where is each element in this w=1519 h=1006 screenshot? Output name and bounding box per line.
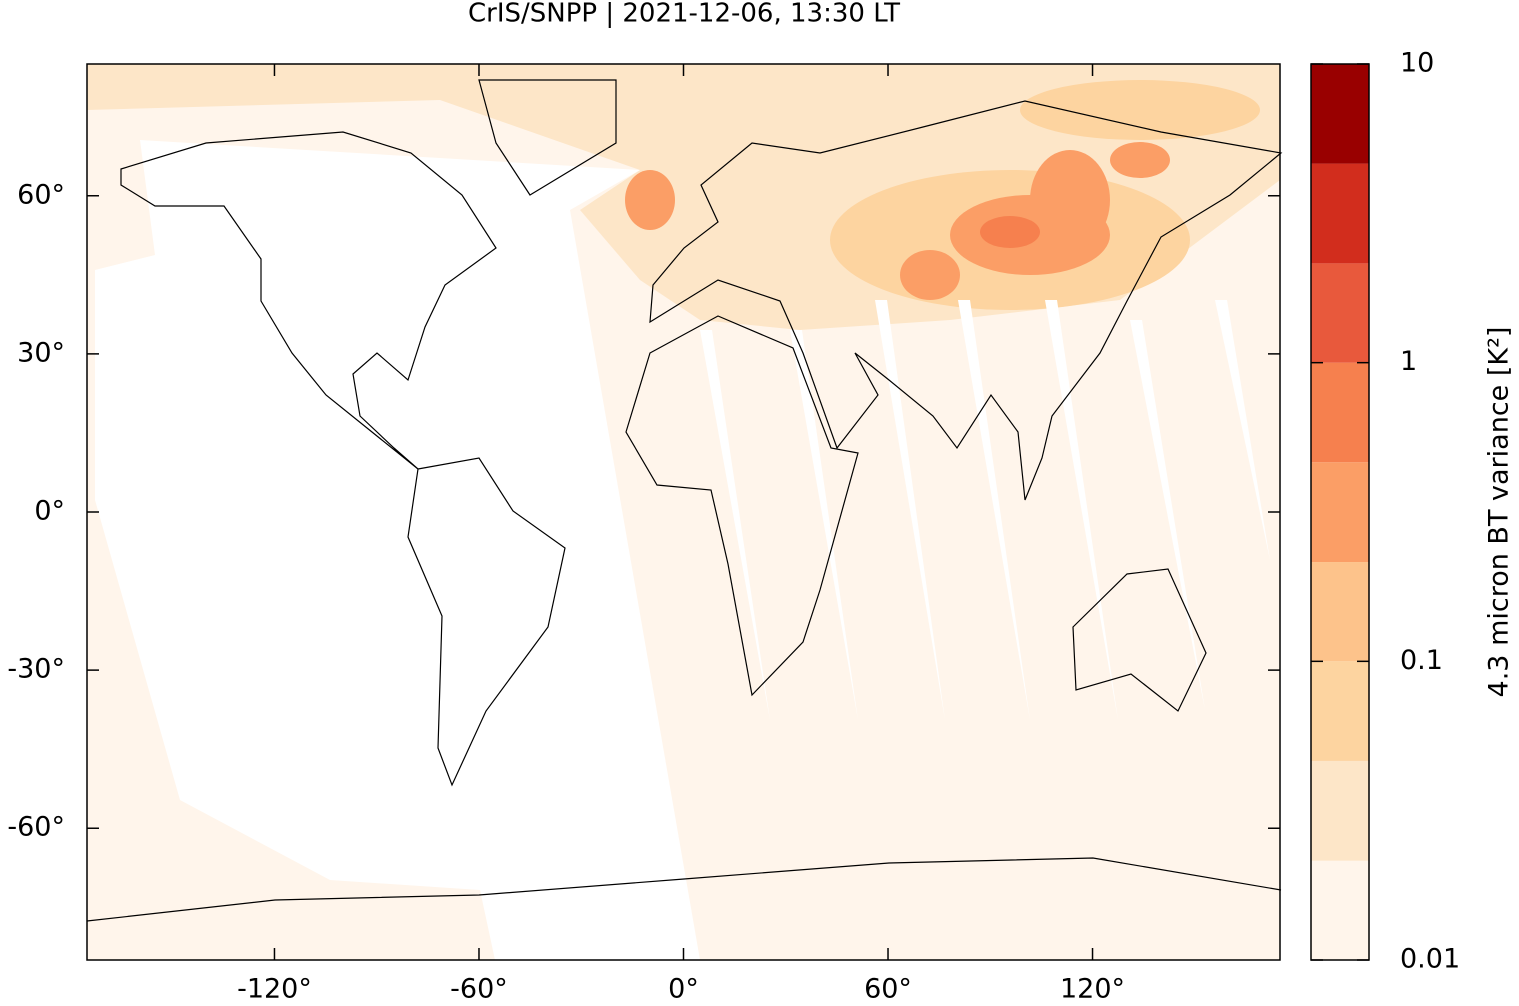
field-region xyxy=(900,250,960,300)
coastlines xyxy=(86,79,1283,922)
colorbar-bin xyxy=(1311,860,1369,960)
colorbar-bin xyxy=(1311,163,1369,264)
swath-gap xyxy=(790,330,858,720)
field-region xyxy=(1110,142,1170,178)
coastline xyxy=(120,131,497,470)
colorbar-label: 4.3 micron BT variance [K²] xyxy=(1484,327,1515,698)
colorbar-tick-label: 0.01 xyxy=(1400,944,1460,975)
y-tick-label: 0° xyxy=(34,496,65,527)
x-tick-label: -60° xyxy=(450,974,508,1003)
colorbar-bin xyxy=(1311,462,1369,563)
swath-gap xyxy=(875,300,945,720)
map-field xyxy=(87,64,1280,960)
coastline xyxy=(86,857,1282,922)
chart-title: CrIS/SNPP | 2021-12-06, 13:30 LT xyxy=(468,0,900,29)
swath-gap xyxy=(958,300,1030,720)
field-region xyxy=(980,216,1040,248)
colorbar-tick-label: 0.1 xyxy=(1400,645,1443,676)
y-tick-label: -30° xyxy=(7,654,65,685)
coastline xyxy=(407,457,566,787)
swath-gap xyxy=(1215,300,1270,560)
swath-gap xyxy=(1045,300,1118,720)
colorbar-bin xyxy=(1311,760,1369,861)
coastline xyxy=(649,100,1283,501)
colorbar-bin xyxy=(1311,562,1369,662)
coastline xyxy=(625,315,859,697)
x-tick-label: 120° xyxy=(1060,974,1125,1003)
x-tick-label: 0° xyxy=(668,974,699,1003)
field-region xyxy=(625,170,675,230)
y-tick-label: 60° xyxy=(17,179,65,210)
x-tick-label: -120° xyxy=(237,974,312,1003)
field-region xyxy=(1030,150,1110,250)
field-region xyxy=(1020,80,1260,140)
x-tick-label: 60° xyxy=(864,974,912,1003)
swath-gap xyxy=(700,330,770,720)
y-tick-label: -60° xyxy=(7,812,65,843)
y-tick-label: 30° xyxy=(17,337,65,368)
swath-gap xyxy=(1130,320,1205,710)
swath-gap xyxy=(95,140,700,960)
coastline xyxy=(478,79,617,196)
colorbar-bin xyxy=(1311,263,1369,363)
colorbar-bin xyxy=(1311,64,1369,164)
colorbar-bin xyxy=(1311,362,1369,463)
colorbar-tick-label: 10 xyxy=(1400,48,1434,79)
colorbar-bin xyxy=(1311,661,1369,761)
coastline xyxy=(1072,568,1207,712)
colorbar-frame xyxy=(1310,63,1370,961)
colorbar-tick-label: 1 xyxy=(1400,346,1417,377)
